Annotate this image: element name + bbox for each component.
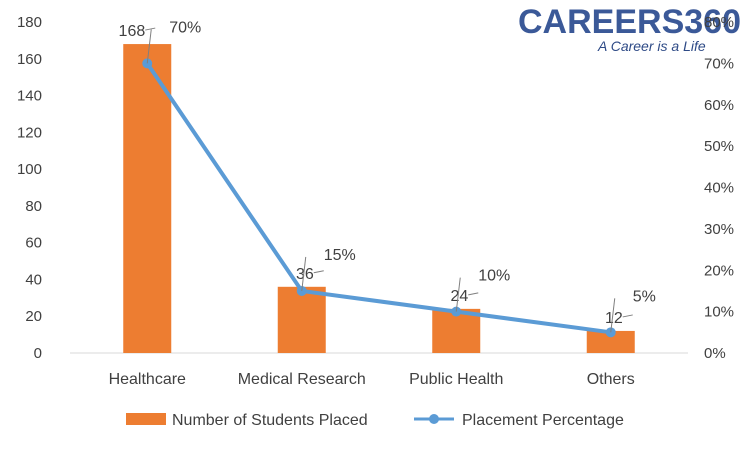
legend-bar-label: Number of Students Placed: [172, 412, 368, 429]
left-y-tick-label: 40: [25, 271, 42, 288]
left-y-tick-label: 60: [25, 235, 42, 252]
left-y-tick-label: 0: [34, 345, 42, 362]
bar-value-label: 36: [296, 266, 314, 283]
line-value-label: 70%: [169, 19, 201, 36]
legend: Number of Students Placed Placement Perc…: [126, 412, 624, 429]
left-y-tick-label: 120: [17, 124, 42, 141]
series-line: [145, 62, 612, 335]
bar-value-label: 12: [605, 310, 623, 327]
line-value-label: 10%: [478, 268, 510, 285]
right-y-tick-label: 20%: [704, 262, 734, 279]
category-label: Medical Research: [238, 371, 366, 388]
left-y-tick-label: 80: [25, 198, 42, 215]
careers360-logo: CAREERS360 A Career is a Life: [518, 3, 741, 54]
legend-line-marker: [429, 414, 439, 424]
left-y-tick-label: 180: [17, 14, 42, 31]
bar-label-leader: [313, 270, 324, 274]
line-label-leader: [610, 298, 616, 333]
right-y-tick-label: 50%: [704, 138, 734, 155]
right-y-axis: 0% 10% 20% 30% 40% 50% 60% 70% 80%: [704, 14, 734, 362]
bar-series: [123, 44, 635, 354]
line-label-leader: [146, 29, 152, 64]
line-value-label: 15%: [324, 247, 356, 264]
left-y-axis: 0 20 40 60 80 100 120 140 160 180: [17, 14, 42, 362]
left-y-tick-label: 20: [25, 308, 42, 325]
right-y-tick-label: 70%: [704, 55, 734, 72]
left-y-tick-label: 160: [17, 51, 42, 68]
right-y-tick-label: 80%: [704, 14, 734, 31]
logo-text: CAREERS360: [518, 3, 741, 41]
right-y-tick-label: 0%: [704, 345, 726, 362]
category-label: Healthcare: [109, 371, 186, 388]
category-label: Public Health: [409, 371, 503, 388]
line-value-label: 5%: [633, 288, 656, 305]
bar-label-leader: [468, 292, 479, 296]
right-y-tick-label: 30%: [704, 221, 734, 238]
bar-0: [123, 44, 172, 354]
left-y-tick-label: 140: [17, 88, 42, 105]
right-y-tick-label: 10%: [704, 304, 734, 321]
bar-1: [277, 286, 326, 353]
category-label: Others: [587, 371, 635, 388]
right-y-tick-label: 40%: [704, 180, 734, 197]
left-y-tick-label: 100: [17, 161, 42, 178]
bar-label-leader: [622, 314, 633, 318]
line-series: [142, 58, 616, 338]
line-label-leader: [301, 256, 307, 291]
x-axis-categories: Healthcare Medical Research Public Health O…: [109, 371, 635, 388]
bar-label-leader: [145, 27, 156, 31]
line-label-leader: [455, 277, 461, 312]
data-labels: 168 36 24 12 70% 15% 10% 5%: [119, 19, 656, 333]
bar-3: [586, 330, 635, 353]
bar-value-label: 24: [450, 288, 468, 305]
right-y-tick-label: 60%: [704, 97, 734, 114]
legend-bar-swatch: [126, 413, 166, 425]
logo-tagline: A Career is a Life: [597, 38, 706, 54]
legend-line-label: Placement Percentage: [462, 412, 624, 429]
bar-value-label: 168: [119, 23, 146, 40]
